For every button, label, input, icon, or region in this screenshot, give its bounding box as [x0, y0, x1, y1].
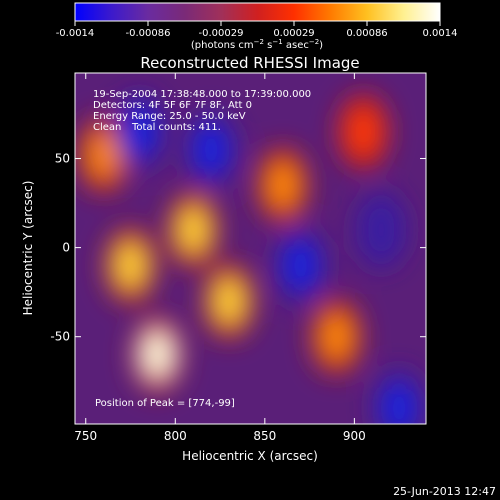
peak-position-text: Position of Peak = [774,-99] — [95, 398, 235, 409]
plot-frame — [74, 72, 427, 425]
heatmap — [75, 73, 426, 424]
heatmap-region-core — [347, 107, 380, 156]
x-tick-label: 850 — [253, 429, 276, 443]
time-range-text: 19-Sep-2004 17:38:48.000 to 17:39:00.000 — [93, 89, 311, 100]
colorbar-unit-label: (photons cm−2 s−1 asec−2) — [191, 38, 323, 51]
chart-title: Reconstructed RHESSI Image — [140, 54, 359, 72]
colorbar-tick-label: -0.0014 — [56, 28, 95, 39]
detectors-text: Detectors: 4F 5F 6F 7F 8F, Att 0 — [93, 100, 252, 111]
heatmap-region-core — [114, 241, 147, 290]
annotation-block: 19-Sep-2004 17:38:48.000 to 17:39:00.000… — [93, 89, 311, 409]
total-counts-text: Total counts: 411. — [131, 122, 221, 133]
colorbar-strip — [74, 2, 441, 22]
heatmap-region-core — [123, 107, 156, 156]
x-tick-label: 900 — [343, 429, 366, 443]
colorbar: -0.0014 -0.00086 -0.00029 0.00029 0.00086 0.0… — [56, 2, 458, 51]
heatmap-region-core — [213, 277, 246, 326]
colorbar-tick-label: -0.00086 — [126, 28, 171, 39]
y-tick-label: 0 — [62, 241, 70, 255]
y-tick-label: 50 — [55, 152, 70, 166]
x-tick-label: 750 — [74, 429, 97, 443]
heatmap-region-core — [365, 205, 398, 254]
generated-timestamp: 25-Jun-2013 12:47 — [393, 485, 496, 498]
heatmap-region-core — [87, 130, 120, 179]
heatmap-region-core — [195, 125, 228, 174]
y-tick-label: -50 — [50, 330, 70, 344]
heatmap-region-core — [320, 312, 353, 361]
colorbar-tick-label: 0.0014 — [423, 28, 458, 39]
colorbar-tick-label: 0.00086 — [346, 28, 387, 39]
heatmap-region-core — [141, 330, 174, 379]
heatmap-region-core — [266, 161, 299, 210]
clean-text: Clean — [93, 122, 121, 133]
heatmap-blobs — [78, 93, 425, 424]
y-axis-label: Heliocentric Y (arcsec) — [21, 181, 35, 316]
x-axis-label: Heliocentric X (arcsec) — [182, 449, 318, 463]
heatmap-region-core — [284, 241, 317, 290]
colorbar-ticks: -0.0014 -0.00086 -0.00029 0.00029 0.00086 0.0… — [56, 21, 458, 39]
axis-ticks: 750 800 850 900 -50 0 50 — [50, 73, 426, 443]
heatmap-region-core — [177, 205, 210, 254]
energy-range-text: Energy Range: 25.0 - 50.0 keV — [93, 111, 246, 122]
colorbar-tick-label: -0.00029 — [199, 28, 244, 39]
x-tick-label: 800 — [164, 429, 187, 443]
heatmap-region-core — [383, 383, 416, 424]
colorbar-tick-label: 0.00029 — [273, 28, 314, 39]
